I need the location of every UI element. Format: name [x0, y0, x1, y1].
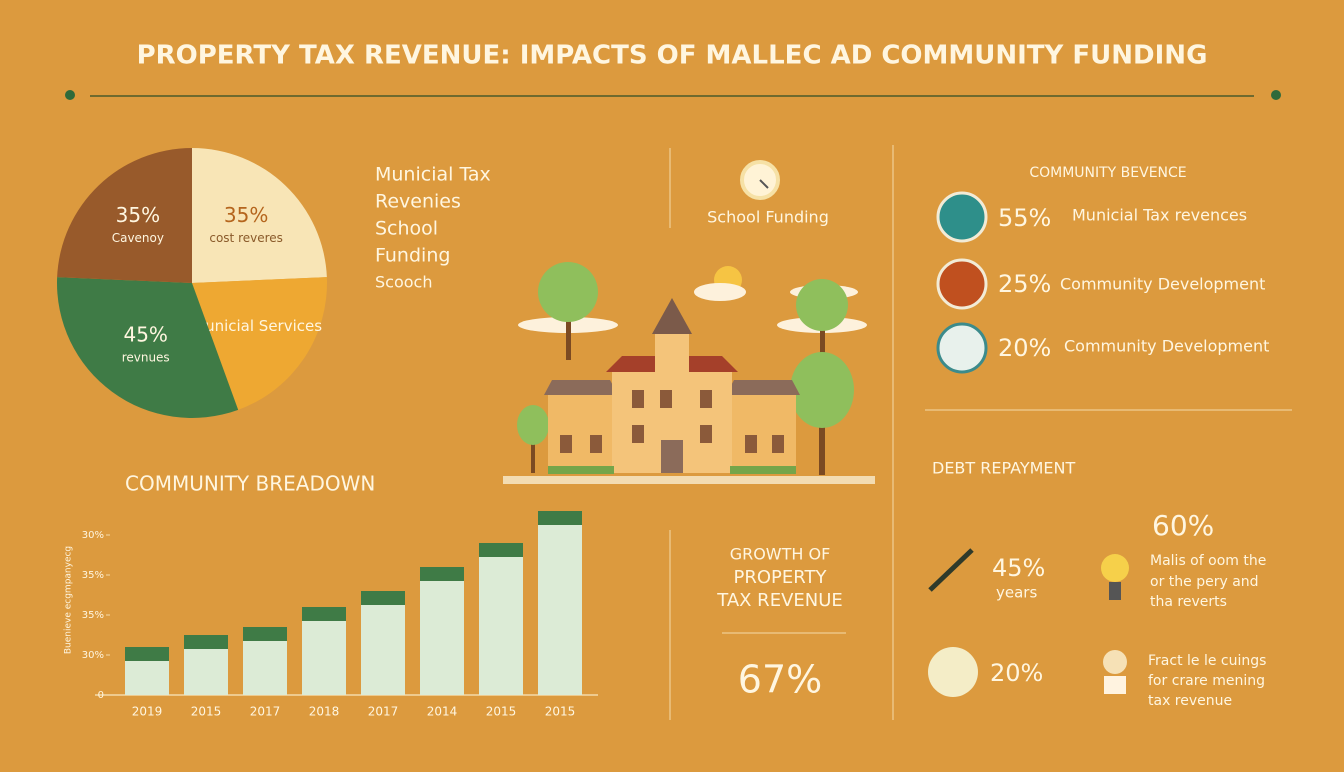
bar-cap: [302, 607, 346, 621]
bar-cap: [479, 543, 523, 557]
pie-slice: [57, 148, 192, 283]
pie-side-text: Municial Tax Revenies School Funding Sco…: [375, 164, 491, 292]
pie-category-label: Municial Services: [192, 317, 322, 335]
dot: [1271, 90, 1281, 100]
growth-line: GROWTH OF: [730, 545, 831, 564]
y-axis-label: Buenieve ecgmpanyecg: [64, 546, 74, 654]
community-label: Community Development: [1064, 337, 1269, 356]
debt-sub: years: [996, 584, 1037, 602]
person-icon: [1104, 676, 1126, 694]
y-tick-label: 30%: [82, 650, 104, 661]
bar: [361, 591, 405, 695]
community-percent: 20%: [998, 334, 1051, 362]
growth-line: TAX REVENUE: [716, 590, 843, 611]
debt-note: for crare mening: [1148, 673, 1265, 689]
pie-category-label: revnues: [122, 351, 170, 365]
debt-note: tax revenue: [1148, 693, 1232, 709]
debt-note: Malis of oom the: [1150, 553, 1266, 569]
debt-note: Fract le le cuings: [1148, 653, 1266, 669]
side-line: Scooch: [375, 273, 432, 292]
x-tick-label: 2015: [191, 705, 222, 719]
x-tick-label: 2014: [427, 705, 458, 719]
y-tick-label: 35%: [82, 610, 104, 621]
x-tick-label: 2015: [486, 705, 517, 719]
pie-value-label: 35%: [116, 203, 160, 227]
dividers: [669, 145, 1292, 720]
debt-percent: 45%: [992, 554, 1045, 582]
bar: [538, 511, 582, 695]
bulb-icon: [1101, 554, 1129, 582]
pie-slice: [192, 148, 327, 283]
pie-slice: [56, 277, 239, 418]
growth-value: 67%: [738, 658, 822, 702]
growth-line: PROPERTY: [734, 567, 828, 588]
community: COMMUNITY BEVENCE 55% Municial Tax reven…: [936, 165, 1269, 374]
debt-note: or the pery and: [1150, 574, 1259, 590]
growth: GROWTH OF PROPERTY TAX REVENUE 67%: [716, 545, 843, 702]
debt: DEBT REPAYMENT 60% 45% years Malis of oo…: [928, 459, 1266, 709]
pie-value-label: 35%: [224, 203, 268, 227]
community-percent: 25%: [998, 270, 1051, 298]
bar-cap: [538, 511, 582, 525]
bar: [420, 567, 464, 695]
pie-slice: [192, 277, 328, 410]
x-tick-label: 2017: [250, 705, 281, 719]
community-title: COMMUNITY BEVENCE: [1029, 165, 1186, 181]
bar-cap: [184, 635, 228, 649]
y-tick-label: 0: [98, 690, 104, 701]
debt-title: DEBT REPAYMENT: [932, 459, 1075, 478]
x-tick-label: 2015: [545, 705, 576, 719]
community-label: Municial Tax revences: [1072, 206, 1247, 225]
debt-note: tha reverts: [1150, 594, 1227, 610]
bar-cap: [243, 627, 287, 641]
bar: [302, 607, 346, 695]
side-line: Revenies: [375, 191, 461, 213]
pie-category-label: cost reveres: [209, 231, 283, 245]
side-line: Municial Tax: [375, 164, 491, 186]
breakdown-title: COMMUNITY BREADOWN: [125, 472, 375, 496]
side-line: Funding: [375, 245, 450, 267]
bar-cap: [125, 647, 169, 661]
bar: [479, 543, 523, 695]
debt-percent: 60%: [1152, 509, 1214, 542]
pie-category-label: Cavenoy: [112, 231, 164, 245]
illustration: School Funding: [503, 160, 875, 484]
y-tick-label: 35%: [82, 570, 104, 581]
side-line: School: [375, 218, 438, 240]
community-label: Community Development: [1060, 275, 1265, 294]
community-percent: 55%: [998, 204, 1051, 232]
y-tick-label: 30%: [82, 530, 104, 541]
bar-cap: [361, 591, 405, 605]
bulb-icon: [1109, 582, 1121, 600]
title: PROPERTY TAX REVENUE: IMPACTS OF MALLEC …: [137, 41, 1208, 71]
bar-cap: [420, 567, 464, 581]
person-icon: [1103, 650, 1127, 674]
debt-percent: 20%: [990, 659, 1043, 687]
school-funding: School Funding: [707, 208, 829, 227]
x-tick-label: 2018: [309, 705, 340, 719]
x-tick-label: 2017: [368, 705, 399, 719]
pen-icon: [928, 548, 974, 592]
dot: [65, 90, 75, 100]
icon: [928, 647, 978, 697]
x-tick-label: 2019: [132, 705, 163, 719]
pie-value-label: 45%: [123, 323, 167, 347]
